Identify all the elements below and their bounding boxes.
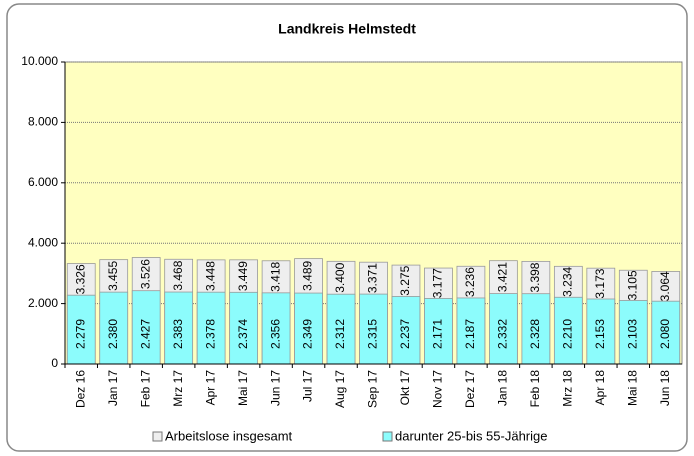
value-label: 3.275 <box>398 265 412 295</box>
x-tick-label: Dez 16 <box>73 370 87 408</box>
x-tick-label: Feb 18 <box>528 370 542 408</box>
bar <box>456 297 486 365</box>
value-label: 3.455 <box>106 261 120 291</box>
x-tick-label: Apr 17 <box>203 370 217 406</box>
y-tick-label: 6.000 <box>28 175 58 189</box>
y-tick-label: 2.000 <box>28 296 58 310</box>
x-tick-label: Jun 17 <box>268 370 282 406</box>
value-label: 2.210 <box>561 319 575 349</box>
value-label: 2.153 <box>593 319 607 349</box>
x-tick-label: Mrz 18 <box>561 370 575 407</box>
value-label: 2.187 <box>463 319 477 349</box>
value-label: 3.449 <box>236 261 250 291</box>
x-tick-label: Aug 17 <box>333 370 347 408</box>
x-tick-label: Feb 17 <box>138 370 152 408</box>
value-label: 2.374 <box>236 319 250 349</box>
legend-label: Arbeitslose insgesamt <box>165 428 293 443</box>
bar <box>521 293 551 365</box>
value-label: 2.427 <box>138 319 152 349</box>
value-label: 3.448 <box>203 261 217 291</box>
bar <box>99 291 129 365</box>
y-tick-label: 4.000 <box>28 235 58 249</box>
bar <box>359 293 388 365</box>
value-label: 3.371 <box>366 263 380 293</box>
value-label: 3.489 <box>301 261 315 291</box>
value-label: 2.332 <box>496 319 510 349</box>
bar <box>489 293 518 365</box>
value-label: 3.418 <box>268 261 282 291</box>
value-label: 3.526 <box>138 259 152 289</box>
x-tick-label: Jan 17 <box>106 370 120 406</box>
bar <box>424 298 453 365</box>
y-tick-label: 8.000 <box>28 115 58 129</box>
bar <box>66 294 96 365</box>
value-label: 2.171 <box>431 319 445 349</box>
value-label: 3.177 <box>431 268 445 298</box>
value-label: 3.234 <box>561 266 575 296</box>
value-label: 3.326 <box>73 264 87 294</box>
value-label: 2.356 <box>268 319 282 349</box>
x-tick-label: Mai 18 <box>625 370 639 406</box>
bar <box>391 296 421 365</box>
y-tick-label: 0 <box>51 356 58 370</box>
value-label: 2.312 <box>333 319 347 349</box>
value-label: 2.380 <box>106 319 120 349</box>
bar <box>164 291 194 365</box>
y-tick-label: 10.000 <box>21 54 58 68</box>
value-label: 3.421 <box>496 262 510 292</box>
value-label: 2.237 <box>398 319 412 349</box>
x-tick-label: Apr 18 <box>593 370 607 406</box>
bar <box>229 291 258 365</box>
x-tick-label: Jan 18 <box>496 370 510 406</box>
bar <box>294 292 323 365</box>
value-label: 3.064 <box>658 271 672 301</box>
x-tick-label: Nov 17 <box>431 370 445 408</box>
legend-swatch <box>382 431 393 442</box>
value-label: 3.105 <box>625 270 639 300</box>
value-label: 2.279 <box>73 319 87 349</box>
legend-swatch <box>152 431 163 442</box>
x-tick-label: Mai 17 <box>236 370 250 406</box>
x-tick-label: Jul 17 <box>301 370 315 402</box>
value-label: 3.400 <box>333 262 347 292</box>
bar <box>131 290 161 365</box>
bar <box>618 300 648 365</box>
value-label: 3.236 <box>463 267 477 297</box>
x-tick-label: Okt 17 <box>398 370 412 406</box>
x-tick-label: Mrz 17 <box>171 370 185 407</box>
value-label: 2.349 <box>301 319 315 349</box>
value-label: 2.315 <box>366 319 380 349</box>
value-label: 2.103 <box>625 319 639 349</box>
chart-title: Landkreis Helmstedt <box>278 21 416 37</box>
value-label: 3.173 <box>593 268 607 298</box>
x-tick-label: Jun 18 <box>658 370 672 406</box>
bar <box>651 300 681 365</box>
x-tick-label: Dez 17 <box>463 370 477 408</box>
bar <box>261 292 291 365</box>
value-label: 3.468 <box>171 260 185 290</box>
value-label: 2.383 <box>171 319 185 349</box>
value-label: 3.398 <box>528 262 542 292</box>
value-label: 2.328 <box>528 319 542 349</box>
bar <box>586 298 616 365</box>
value-label: 2.378 <box>203 319 217 349</box>
x-tick-label: Sep 17 <box>366 370 380 408</box>
value-label: 2.080 <box>658 319 672 349</box>
legend-label: darunter 25-bis 55-Jährige <box>395 428 547 443</box>
